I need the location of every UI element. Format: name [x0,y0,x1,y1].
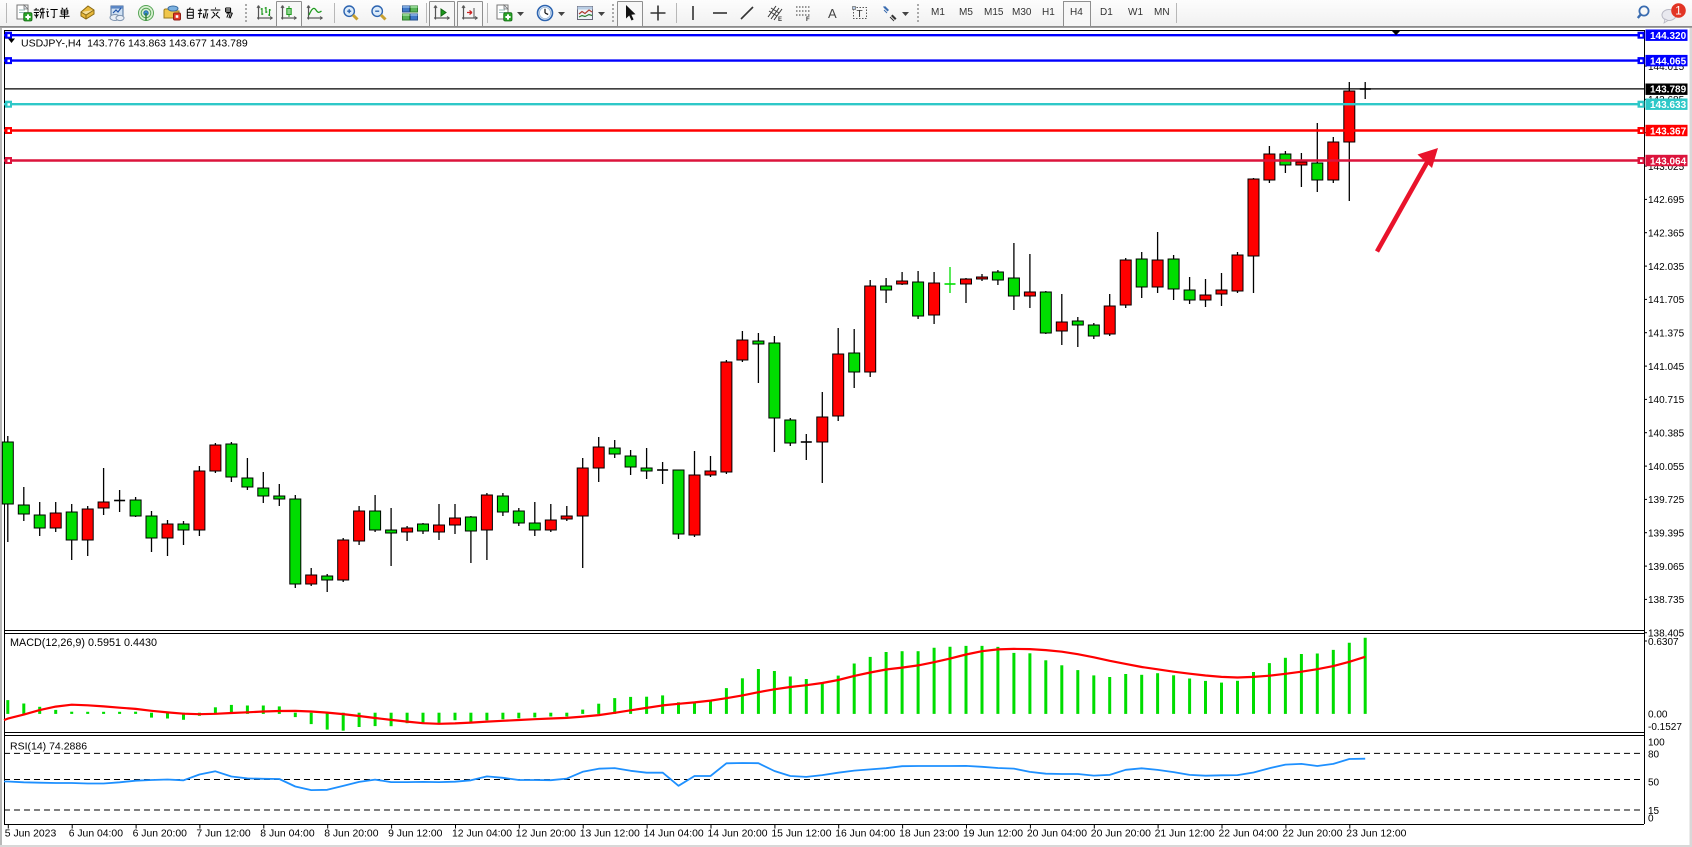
svg-text:20 Jun 20:00: 20 Jun 20:00 [1091,829,1151,840]
svg-text:T: T [857,9,863,20]
svg-text:20 Jun 04:00: 20 Jun 04:00 [1027,829,1087,840]
svg-text:139.725: 139.725 [1648,495,1685,506]
svg-text:142.695: 142.695 [1648,195,1685,206]
svg-text:142.035: 142.035 [1648,262,1685,273]
svg-text:144.015: 144.015 [1648,62,1685,73]
svg-text:143.789: 143.789 [1650,85,1687,96]
svg-text:F: F [806,17,810,22]
svg-text:140.715: 140.715 [1648,395,1685,406]
svg-text:13 Jun 12:00: 13 Jun 12:00 [580,829,640,840]
svg-text:15 Jun 12:00: 15 Jun 12:00 [771,829,831,840]
svg-text:A: A [828,6,837,21]
svg-text:14 Jun 20:00: 14 Jun 20:00 [708,829,768,840]
svg-text:18 Jun 23:00: 18 Jun 23:00 [899,829,959,840]
svg-text:USDJPY-,H4 143.776 143.863 14: USDJPY-,H4 143.776 143.863 143.677 143.7… [21,38,248,50]
svg-text:21 Jun 12:00: 21 Jun 12:00 [1155,829,1215,840]
svg-text:138.405: 138.405 [1648,629,1685,640]
svg-text:143.367: 143.367 [1650,126,1687,137]
svg-text:0.00: 0.00 [1648,709,1668,720]
svg-text:MACD(12,26,9) 0.5951 0.4430: MACD(12,26,9) 0.5951 0.4430 [10,637,157,649]
svg-text:141.705: 141.705 [1648,295,1685,306]
svg-text:15: 15 [1648,806,1660,817]
svg-text:12 Jun 20:00: 12 Jun 20:00 [516,829,576,840]
svg-text:16 Jun 04:00: 16 Jun 04:00 [835,829,895,840]
svg-text:14 Jun 04:00: 14 Jun 04:00 [644,829,704,840]
svg-text:50: 50 [1648,778,1660,789]
svg-text:0: 0 [1648,814,1654,825]
svg-text:144.320: 144.320 [1650,31,1687,42]
svg-text:-0.1527: -0.1527 [1648,722,1682,733]
svg-text:1: 1 [1675,6,1681,18]
svg-text:0.6307: 0.6307 [1648,637,1679,648]
svg-text:141.045: 141.045 [1648,362,1685,373]
svg-text:22 Jun 04:00: 22 Jun 04:00 [1219,829,1279,840]
svg-text:143.064: 143.064 [1650,156,1687,167]
svg-text:141.375: 141.375 [1648,329,1685,340]
svg-text:9 Jun 12:00: 9 Jun 12:00 [388,829,443,840]
svg-text:22 Jun 20:00: 22 Jun 20:00 [1282,829,1342,840]
svg-text:143.025: 143.025 [1648,162,1685,173]
svg-text:8 Jun 04:00: 8 Jun 04:00 [260,829,315,840]
svg-text:12 Jun 04:00: 12 Jun 04:00 [452,829,512,840]
svg-text:23 Jun 12:00: 23 Jun 12:00 [1346,829,1406,840]
svg-text:139.065: 139.065 [1648,562,1685,573]
svg-text:5 Jun 2023: 5 Jun 2023 [5,829,57,840]
svg-text:7 Jun 12:00: 7 Jun 12:00 [196,829,251,840]
svg-text:RSI(14) 74.2886: RSI(14) 74.2886 [10,741,87,753]
svg-text:8 Jun 20:00: 8 Jun 20:00 [324,829,379,840]
svg-text:139.395: 139.395 [1648,529,1685,540]
svg-text:19 Jun 12:00: 19 Jun 12:00 [963,829,1023,840]
svg-text:80: 80 [1648,750,1660,761]
svg-text:100: 100 [1648,738,1665,749]
svg-text:140.385: 140.385 [1648,429,1685,440]
svg-text:138.735: 138.735 [1648,595,1685,606]
svg-text:E: E [778,17,782,22]
svg-text:6 Jun 20:00: 6 Jun 20:00 [133,829,188,840]
svg-text:140.055: 140.055 [1648,462,1685,473]
svg-text:142.365: 142.365 [1648,229,1685,240]
svg-text:6 Jun 04:00: 6 Jun 04:00 [69,829,124,840]
svg-text:144.065: 144.065 [1650,56,1687,67]
svg-text:143.633: 143.633 [1650,100,1687,111]
